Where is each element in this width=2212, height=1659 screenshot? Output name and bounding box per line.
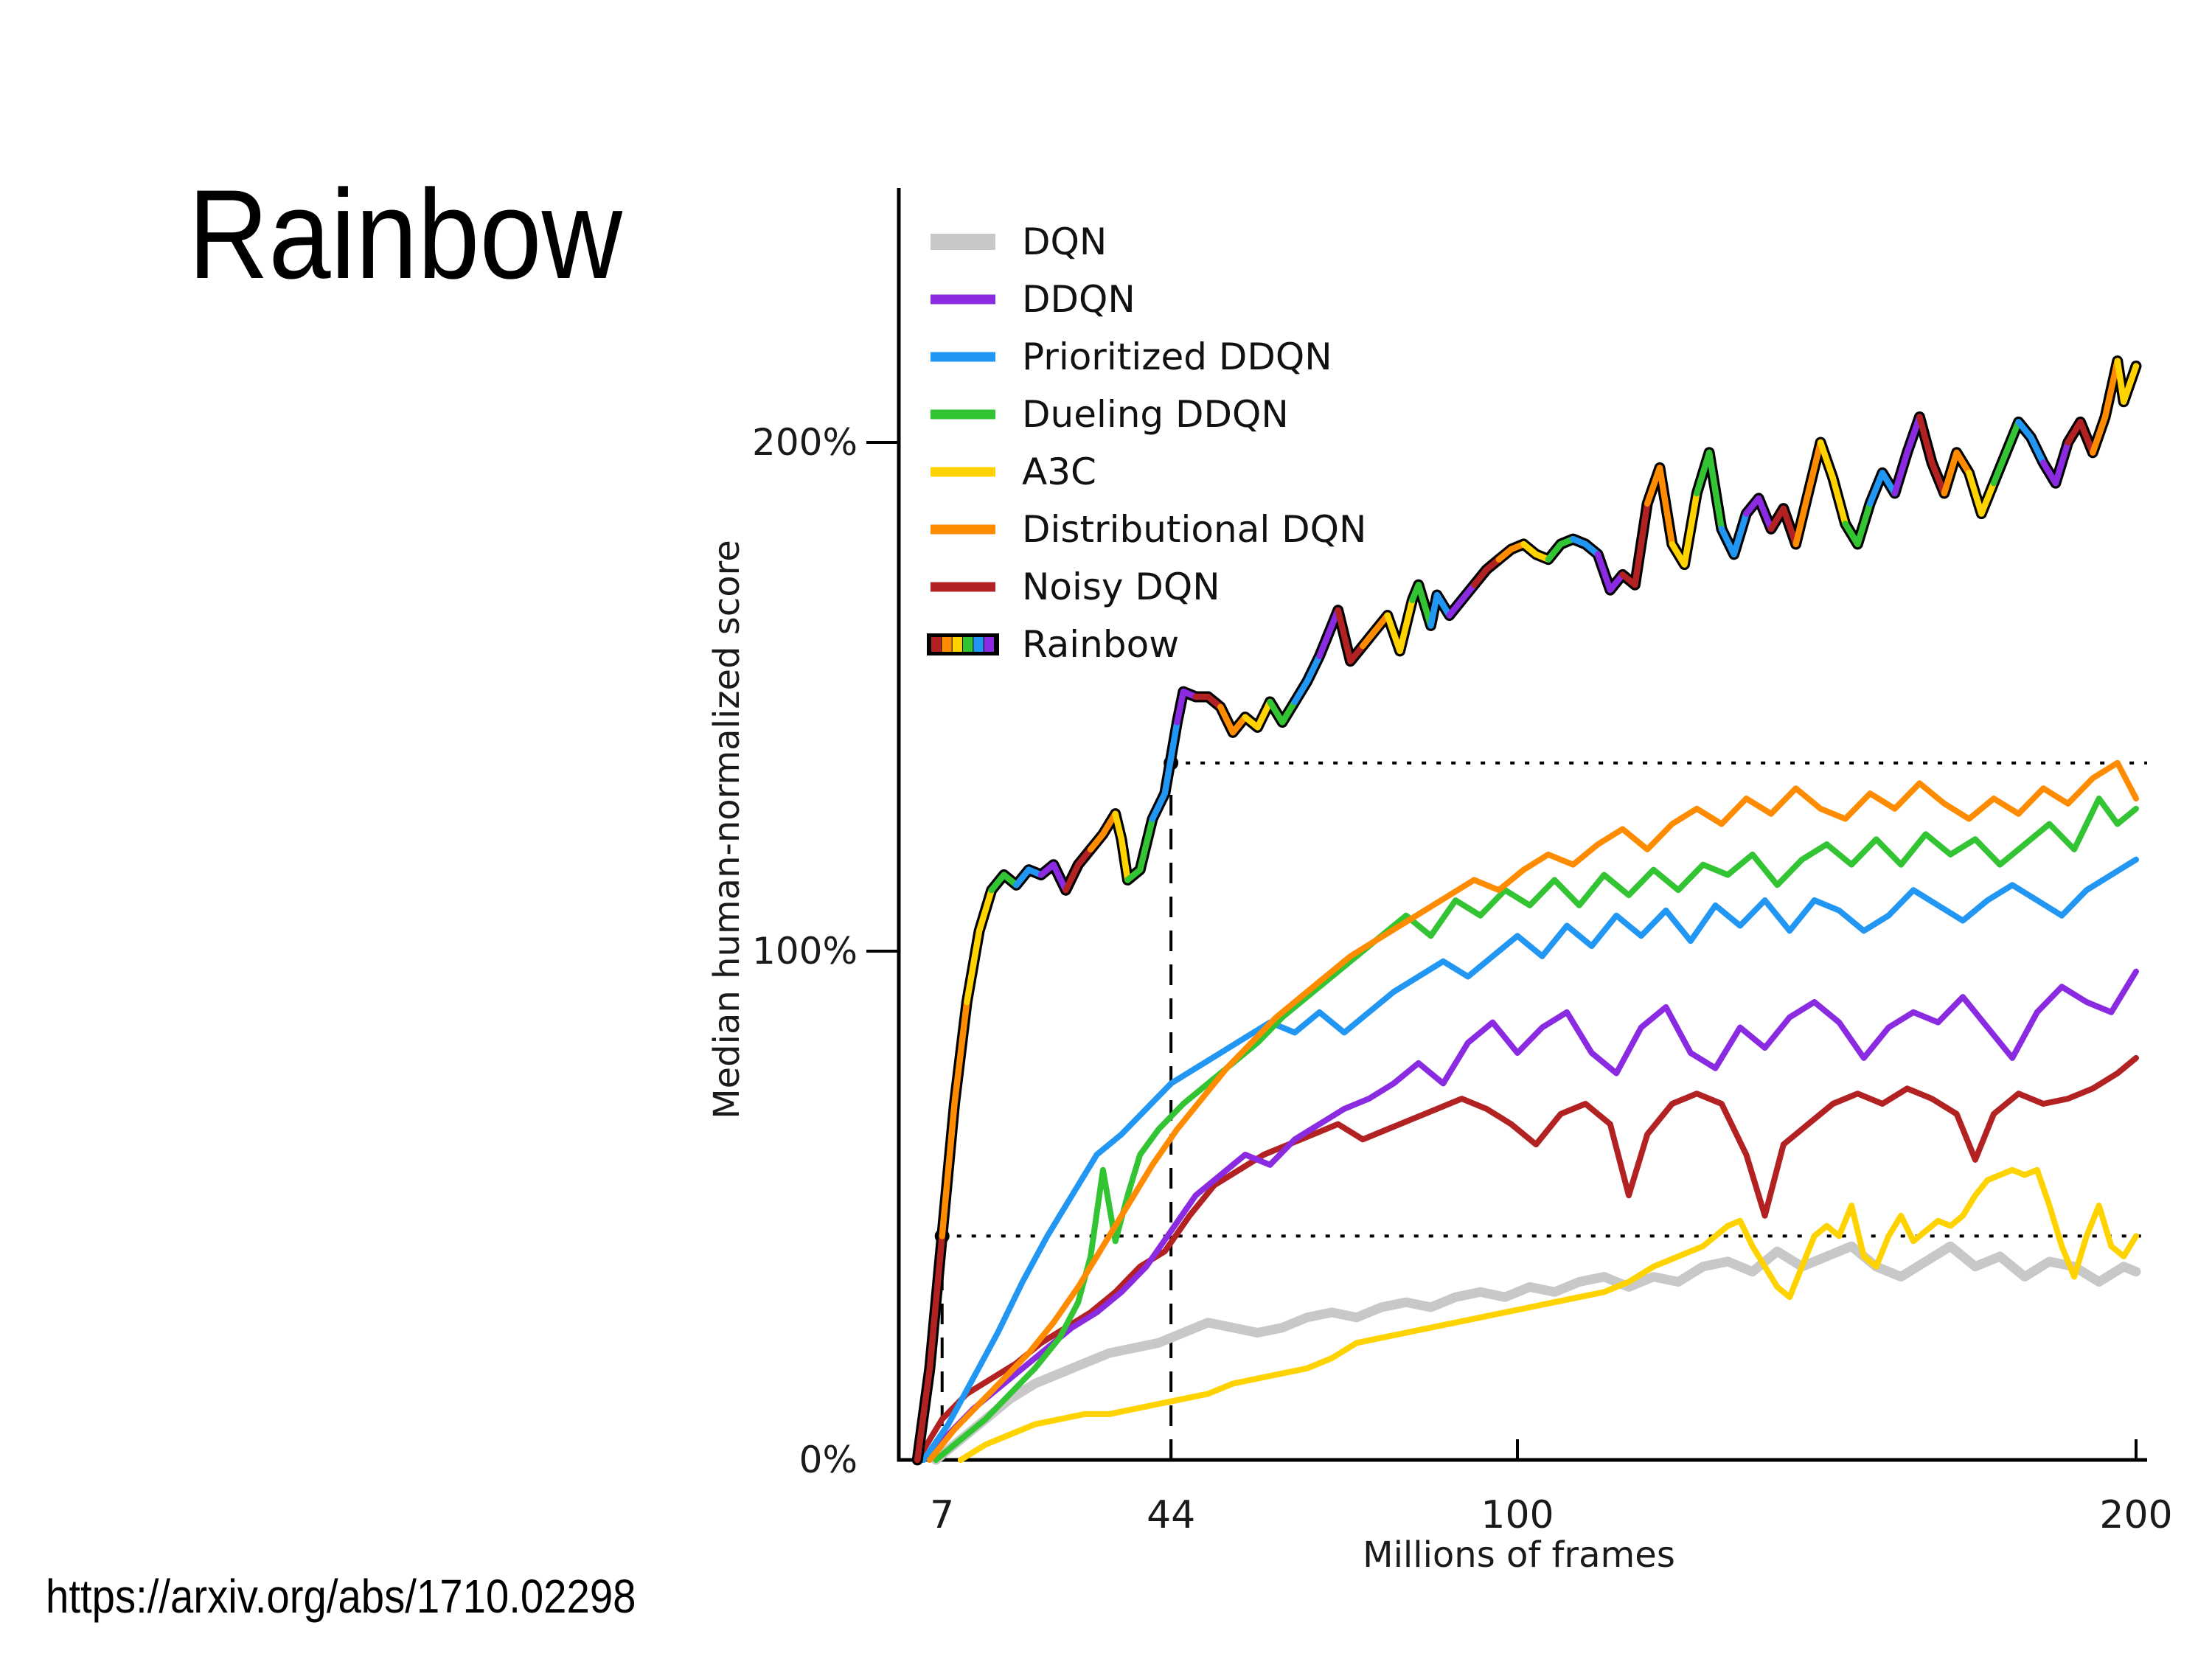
rainbow-segment (1192, 693, 1224, 711)
legend-label: Rainbow (1022, 623, 1179, 666)
rainbow-segment (1941, 449, 1972, 497)
legend-swatch-rainbow-seg (931, 637, 942, 652)
rainbow-segment (1174, 688, 1199, 726)
series-a3c (957, 1166, 2139, 1463)
rainbow-segment (1471, 556, 1503, 588)
rainbow-segment (988, 872, 1020, 894)
legend-label: A3C (1022, 451, 1096, 493)
x-tick-label-100: 100 (1481, 1493, 1554, 1537)
series-dueling-ddqn (933, 796, 2139, 1463)
legend-swatch-rainbow-seg (942, 637, 952, 652)
rainbow-segment (1570, 535, 1601, 558)
rainbow-segment (2015, 419, 2047, 466)
rainbow-segment (1124, 815, 1156, 883)
legend: DQN DDQN Prioritized DDQN Dueling DDQN A3C Di… (927, 220, 1366, 666)
rainbow-segment (1520, 540, 1552, 563)
rainbow-segment (1694, 449, 1725, 532)
series-distributional-dqn (927, 759, 2139, 1463)
legend-label: DDQN (1022, 278, 1135, 321)
legend-swatch-rainbow-seg (984, 637, 994, 652)
rainbow-segment (1316, 607, 1341, 660)
rainbow-segment (1037, 861, 1069, 894)
rainbow-segment (1644, 465, 1676, 548)
y-tick-label-200%: 200% (752, 421, 858, 464)
legend-label: Noisy DQN (1022, 566, 1220, 608)
rainbow-segment (2090, 358, 2121, 456)
series-noisy-dqn (914, 1054, 2139, 1463)
rainbow-segment (1990, 419, 2022, 487)
rainbow-segment (1267, 698, 1298, 726)
legend-item-dueling-ddqn: Dueling DDQN (931, 393, 1289, 436)
y-tick-label-0%: 0% (799, 1439, 858, 1481)
rainbow-segment (1916, 414, 1948, 497)
rainbow-segment (1062, 846, 1094, 894)
rainbow-segment (1842, 500, 1874, 548)
series-prioritized-ddqn (920, 856, 2139, 1463)
rainbow-segment (1767, 505, 1799, 548)
x-tick-label-44: 44 (1147, 1493, 1195, 1537)
series-dqn (931, 1241, 2141, 1465)
rainbow-segment (1013, 866, 1045, 888)
x-tick-label-7: 7 (930, 1493, 954, 1537)
rainbow-segment (1409, 581, 1434, 629)
legend-item-dqn: DQN (931, 220, 1107, 263)
rainbow-segment (1291, 653, 1323, 706)
y-tick-label-100%: 100% (752, 930, 858, 973)
rainbow-segment (1360, 612, 1391, 650)
series-ddqn (920, 968, 2139, 1463)
rainbow-segment (1495, 540, 1527, 563)
rainbow-segment (2114, 358, 2140, 406)
rainbow-segment (939, 998, 970, 1239)
rainbow-segment (2039, 439, 2071, 487)
x-axis-title: Millions of frames (1363, 1534, 1675, 1576)
legend-label: DQN (1022, 220, 1107, 263)
rainbow-segment (914, 1233, 945, 1464)
rainbow-segment (1866, 470, 1899, 507)
rainbow-segment (1335, 607, 1366, 664)
slide-title: Rainbow (188, 164, 622, 305)
rainbow-segment (1446, 581, 1478, 619)
legend-item-noisy-dqn: Noisy DQN (931, 566, 1220, 608)
legend-item-distributional-dqn: Distributional DQN (931, 508, 1366, 551)
legend-label: Distributional DQN (1022, 508, 1366, 551)
rainbow-segment (1087, 810, 1119, 853)
rainbow-segment (1966, 470, 1997, 517)
rainbow-segment (1792, 439, 1824, 548)
rainbow-segment (1384, 597, 1416, 655)
axes: 7 44 100 200 0% 100% 200% (752, 188, 2173, 1537)
legend-swatch-rainbow-seg (973, 637, 984, 652)
y-axis-title: Median human-normalized score (706, 540, 748, 1119)
x-tick-label-200: 200 (2099, 1493, 2172, 1537)
rainbow-segment (1217, 703, 1249, 736)
rainbow-segment (1112, 810, 1131, 883)
rainbow-segment (1242, 698, 1273, 731)
legend-item-a3c: A3C (931, 451, 1096, 493)
legend-item-prioritized-ddqn: Prioritized DDQN (931, 335, 1332, 378)
legend-item-ddqn: DDQN (931, 278, 1135, 321)
rainbow-segment (1669, 490, 1700, 568)
source-url: https://arxiv.org/abs/1710.02298 (46, 1570, 636, 1623)
legend-label: Dueling DDQN (1022, 393, 1289, 436)
rainbow-segment (1891, 414, 1923, 497)
rainbow-segment (1427, 591, 1453, 629)
series-rainbow (911, 355, 2142, 1466)
rainbow-segment (1149, 719, 1180, 822)
legend-swatch-rainbow-seg (952, 637, 962, 652)
rainbow-segment (1619, 500, 1651, 588)
series-lines (911, 355, 2142, 1466)
legend-label: Prioritized DDQN (1022, 335, 1332, 378)
rainbow-segment (1817, 439, 1848, 527)
rainbow-segment (964, 886, 995, 1006)
legend-swatch-rainbow-seg (963, 637, 973, 652)
legend-item-rainbow: Rainbow (927, 623, 1179, 666)
rainbow-segment (1594, 551, 1626, 594)
rainbow-segment (1718, 510, 1750, 558)
rainbow-segment (1743, 495, 1775, 532)
axis-spines (897, 188, 2147, 1462)
rainbow-segment (2065, 419, 2096, 456)
rainbow-segment (1545, 535, 1576, 563)
